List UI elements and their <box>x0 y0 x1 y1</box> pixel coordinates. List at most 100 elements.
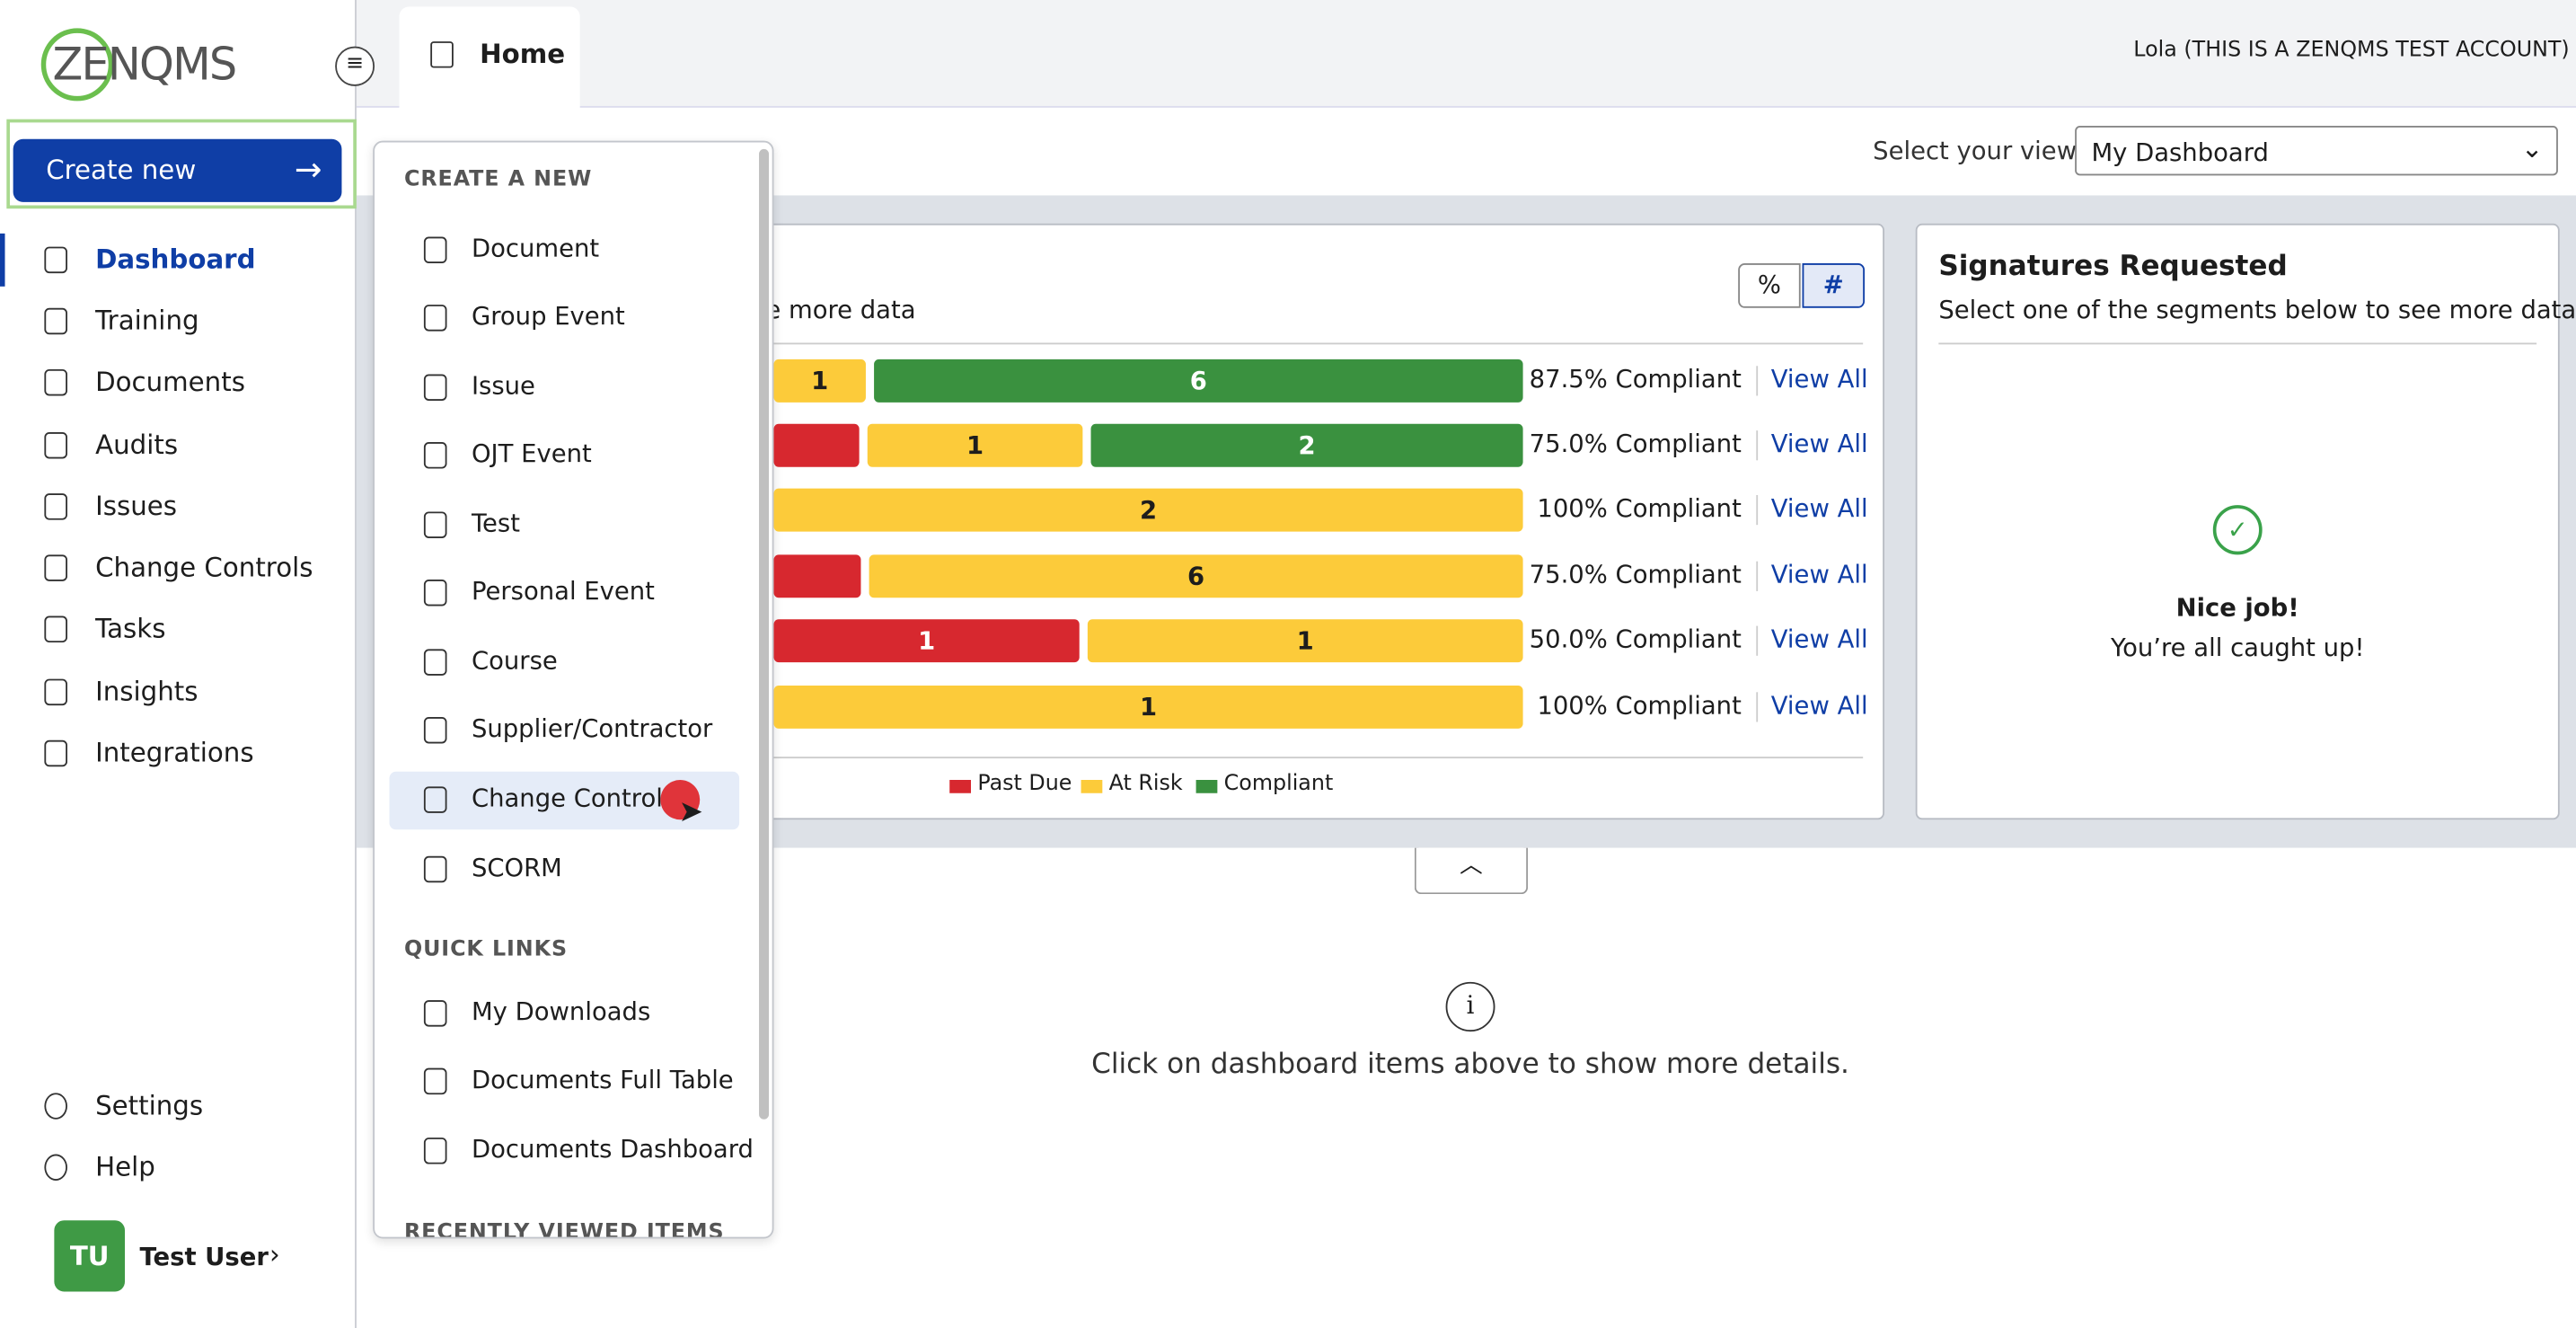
scrollbar <box>759 148 770 1120</box>
bar-segment[interactable]: 6 <box>869 554 1523 598</box>
nav-icon <box>44 554 67 581</box>
divider <box>410 342 1864 345</box>
bar-segment[interactable]: 6 <box>874 359 1523 403</box>
card-title: Signatures Requested <box>1938 250 2288 284</box>
menu-heading: CREATE A NEW <box>403 167 593 192</box>
view-all-link[interactable]: View All <box>1770 429 1868 459</box>
menu-item[interactable]: Document <box>471 233 600 264</box>
bar-segment[interactable]: 1 <box>773 619 1080 663</box>
menu-heading: RECENTLY VIEWED ITEMS <box>403 1220 725 1239</box>
create-new-button[interactable]: Create new → <box>13 138 342 202</box>
view-all-link[interactable]: View All <box>1770 364 1868 394</box>
bar-segment[interactable] <box>773 423 860 467</box>
separator <box>1756 430 1759 461</box>
separator <box>1756 495 1759 526</box>
menu-item[interactable]: SCORM <box>471 853 562 883</box>
menu-item[interactable]: Course <box>471 645 558 676</box>
view-all-link[interactable]: View All <box>1770 493 1868 524</box>
nav-icon <box>44 678 67 706</box>
nav-item[interactable]: Audits <box>95 429 179 461</box>
divider <box>1938 342 2537 345</box>
nav-item[interactable]: Documents <box>95 366 245 398</box>
divider <box>410 757 1864 759</box>
message-title: Nice job! <box>2175 592 2299 623</box>
bar-segment[interactable] <box>773 554 861 598</box>
top-bar <box>356 0 2576 108</box>
toggle-percent[interactable]: % <box>1738 263 1801 308</box>
details-hint: Click on dashboard items above to show m… <box>1091 1048 1849 1082</box>
nav-item[interactable]: Insights <box>95 675 198 707</box>
home-icon <box>430 41 454 68</box>
menu-icon <box>423 649 447 676</box>
menu-icon <box>423 442 447 469</box>
collapse-tab[interactable]: ︿ <box>1414 847 1529 895</box>
menu-icon <box>423 786 447 813</box>
collapse-button[interactable]: ≡ <box>335 46 375 86</box>
view-select[interactable]: My Dashboard ⌄ <box>2075 126 2558 176</box>
legend-swatch <box>1081 780 1103 793</box>
view-value: My Dashboard <box>2091 137 2269 168</box>
active-indicator <box>0 233 5 287</box>
compliance-text: 100% Compliant <box>1537 690 1742 721</box>
check-icon: ✓ <box>2212 505 2263 555</box>
separator <box>1756 625 1759 656</box>
nav-item[interactable]: Training <box>95 305 199 337</box>
menu-heading: QUICK LINKS <box>403 937 569 962</box>
nav-item[interactable]: Dashboard <box>95 243 256 275</box>
tab-label: Home <box>480 38 566 70</box>
bar-segment[interactable]: 1 <box>1087 619 1523 663</box>
menu-item[interactable]: Documents Full Table <box>471 1064 734 1095</box>
menu-item[interactable]: Change Control <box>471 783 663 813</box>
menu-item[interactable]: Issue <box>471 370 535 401</box>
nav-icon <box>44 246 67 274</box>
chevron: › <box>269 1238 280 1270</box>
nav-item[interactable]: Integrations <box>95 737 254 769</box>
menu-item[interactable]: My Downloads <box>471 996 651 1027</box>
view-all-link[interactable]: View All <box>1770 559 1868 590</box>
menu-item[interactable]: Personal Event <box>471 576 655 606</box>
user-name[interactable]: Test User <box>139 1242 269 1272</box>
nav-item[interactable]: Issues <box>95 490 178 522</box>
legend-swatch <box>949 780 971 793</box>
compliance-text: 75.0% Compliant <box>1529 429 1742 459</box>
bar-segment[interactable]: 1 <box>773 685 1523 729</box>
menu-item[interactable]: Test <box>471 508 520 538</box>
avatar: TU <box>54 1220 126 1292</box>
nav-item[interactable]: Settings <box>95 1089 204 1121</box>
nav-item[interactable]: Tasks <box>95 612 166 644</box>
menu-item[interactable]: Documents Dashboard <box>471 1134 754 1164</box>
menu-item[interactable]: Supplier/Contractor <box>471 713 713 744</box>
menu-icon <box>423 1000 447 1027</box>
bar-segment[interactable]: 1 <box>867 423 1083 467</box>
view-label: Select your view: <box>1873 136 2084 166</box>
compliance-text: 87.5% Compliant <box>1529 364 1742 394</box>
nav-icon <box>44 739 67 767</box>
bar-segment[interactable]: 2 <box>1090 423 1523 467</box>
home-tab[interactable] <box>399 6 580 110</box>
view-all-link[interactable]: View All <box>1770 624 1868 654</box>
bar-segment[interactable]: 2 <box>773 488 1523 532</box>
legend-swatch <box>1195 780 1218 793</box>
toggle-count[interactable]: # <box>1802 263 1866 308</box>
compliance-text: 100% Compliant <box>1537 493 1742 524</box>
separator <box>1756 561 1759 591</box>
info-icon: i <box>1445 981 1495 1032</box>
menu-item[interactable]: Group Event <box>471 301 625 332</box>
compliance-text: 50.0% Compliant <box>1529 624 1742 654</box>
cursor: ➤ <box>678 794 704 830</box>
nav-icon <box>44 1093 67 1120</box>
legend-label: Compliant <box>1223 771 1334 797</box>
menu-icon <box>423 1067 447 1095</box>
bar-segment[interactable]: 1 <box>773 359 866 403</box>
nav-item[interactable]: Change Controls <box>95 551 313 583</box>
separator <box>1756 366 1759 396</box>
nav-icon <box>44 615 67 643</box>
legend-label: Past Due <box>977 771 1072 797</box>
button-label: Create new <box>46 154 197 186</box>
menu-item[interactable]: OJT Event <box>471 438 592 469</box>
nav-item[interactable]: Help <box>95 1150 155 1182</box>
legend-label: At Risk <box>1108 771 1183 797</box>
view-all-link[interactable]: View All <box>1770 690 1868 721</box>
menu-icon <box>423 374 447 401</box>
